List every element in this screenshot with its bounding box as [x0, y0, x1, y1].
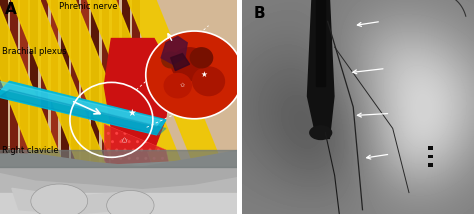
Text: Phrenic nerve: Phrenic nerve	[59, 2, 118, 11]
Bar	[20, 0, 28, 160]
Polygon shape	[0, 193, 242, 214]
Bar	[61, 0, 69, 160]
Ellipse shape	[107, 190, 154, 214]
Polygon shape	[104, 39, 171, 154]
Bar	[20, 150, 28, 214]
Circle shape	[190, 47, 213, 68]
Polygon shape	[43, 0, 166, 214]
Bar	[122, 150, 129, 214]
Polygon shape	[0, 90, 166, 135]
Polygon shape	[171, 54, 190, 71]
Bar	[428, 146, 433, 150]
Polygon shape	[7, 0, 130, 214]
Bar	[101, 150, 109, 214]
Text: ★: ★	[201, 70, 207, 79]
Polygon shape	[0, 158, 242, 201]
Polygon shape	[123, 0, 246, 214]
Bar	[81, 150, 89, 214]
Bar	[30, 0, 38, 160]
Bar	[428, 155, 433, 158]
Bar	[91, 150, 99, 214]
Text: ✩: ✩	[180, 83, 185, 88]
Bar	[112, 0, 119, 160]
Bar	[51, 150, 58, 214]
Polygon shape	[0, 150, 242, 188]
Bar	[91, 0, 99, 160]
Bar	[0, 150, 8, 214]
Polygon shape	[104, 124, 171, 197]
Bar	[101, 0, 109, 160]
Polygon shape	[0, 81, 166, 135]
Bar	[30, 150, 38, 214]
Circle shape	[146, 31, 243, 119]
Polygon shape	[316, 0, 325, 86]
Ellipse shape	[31, 184, 88, 214]
Bar	[10, 150, 18, 214]
Ellipse shape	[309, 125, 332, 140]
Bar	[122, 0, 129, 160]
Bar	[0, 0, 8, 160]
Bar	[41, 150, 48, 214]
Text: ★: ★	[127, 108, 136, 118]
Polygon shape	[161, 36, 187, 64]
Bar	[61, 150, 69, 214]
Polygon shape	[0, 81, 161, 126]
Bar	[81, 0, 89, 160]
Polygon shape	[111, 128, 154, 203]
Text: ✩: ✩	[121, 137, 128, 146]
Bar	[51, 0, 58, 160]
Bar	[112, 150, 119, 214]
Polygon shape	[307, 0, 335, 139]
Circle shape	[164, 73, 192, 98]
Circle shape	[161, 51, 180, 68]
Polygon shape	[0, 150, 242, 167]
Bar	[10, 0, 18, 160]
Circle shape	[192, 66, 225, 96]
Polygon shape	[83, 0, 206, 214]
Bar	[132, 150, 140, 214]
Bar	[428, 163, 433, 167]
Text: B: B	[253, 6, 265, 21]
Text: A: A	[5, 2, 17, 17]
Bar	[71, 0, 79, 160]
Polygon shape	[0, 0, 88, 214]
Text: Right clavicle: Right clavicle	[2, 146, 59, 155]
Bar	[41, 0, 48, 160]
Bar	[71, 150, 79, 214]
Circle shape	[171, 47, 209, 81]
Polygon shape	[12, 188, 123, 214]
Text: Brachial plexus: Brachial plexus	[2, 47, 67, 56]
Bar	[132, 0, 140, 160]
